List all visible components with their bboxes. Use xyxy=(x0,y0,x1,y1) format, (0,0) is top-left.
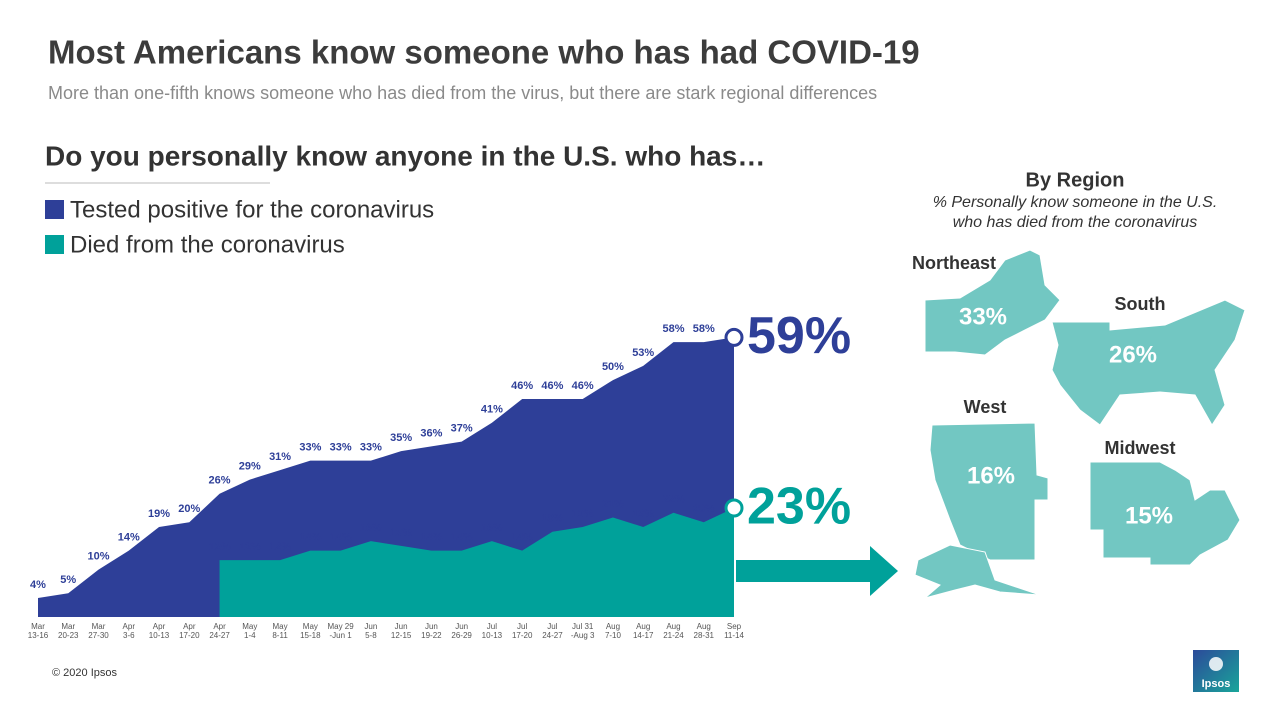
x-tick-label: May 1-4 xyxy=(242,622,258,640)
x-tick-label: Jun 19-22 xyxy=(421,622,442,640)
value-label: 26% xyxy=(209,475,231,487)
value-label: 14% xyxy=(118,532,140,544)
title: Most Americans know someone who has had … xyxy=(48,34,920,71)
value-label: 31% xyxy=(269,451,291,463)
end-marker xyxy=(724,498,744,518)
value-label: 58% xyxy=(693,323,715,335)
x-tick-label: Mar 20-23 xyxy=(58,622,79,640)
value-label: 16% xyxy=(360,522,382,534)
x-tick-label: Sep 11-14 xyxy=(724,622,744,640)
x-tick-label: Jul 24-27 xyxy=(542,622,563,640)
x-tick-label: Jun 5-8 xyxy=(364,622,378,640)
value-label: 53% xyxy=(632,347,654,359)
region-name: Northeast xyxy=(912,253,996,273)
end-marker xyxy=(724,327,744,347)
x-tick-label: Aug 28-31 xyxy=(693,622,714,640)
x-tick-label: Apr 10-13 xyxy=(148,622,170,640)
x-tick-label: Apr 24-27 xyxy=(209,622,230,640)
map-title: By Region xyxy=(1026,169,1125,191)
value-label: 46% xyxy=(541,380,563,392)
region-shape xyxy=(914,544,1041,599)
x-tick-label: May 8-11 xyxy=(272,622,288,640)
end-label: 59% xyxy=(747,307,851,365)
value-label: 14% xyxy=(451,532,473,544)
x-tick-label: May 15-18 xyxy=(300,622,321,640)
legend-swatch xyxy=(45,235,64,254)
value-label: 20% xyxy=(693,503,715,515)
value-label: 10% xyxy=(88,551,110,563)
region-name: South xyxy=(1115,294,1166,314)
x-tick-label: Mar 13-16 xyxy=(27,622,49,640)
region-shape xyxy=(1051,299,1246,426)
x-tick-label: Aug 7-10 xyxy=(604,622,621,640)
x-tick-label: Jul 31 -Aug 3 xyxy=(570,622,595,640)
end-label: 23% xyxy=(747,478,851,536)
value-label: 16% xyxy=(481,522,503,534)
x-tick-label: Mar 27-30 xyxy=(88,622,109,640)
value-label: 5% xyxy=(60,574,76,586)
region-shape xyxy=(929,422,1049,561)
arrow-shaft xyxy=(736,560,872,582)
logo-text: Ipsos xyxy=(1202,678,1231,690)
value-label: 12% xyxy=(269,541,291,553)
value-label: 19% xyxy=(572,508,594,520)
value-label: 36% xyxy=(420,427,442,439)
x-tick-label: Jun 12-15 xyxy=(390,622,412,640)
value-label: 14% xyxy=(330,532,352,544)
x-tick-label: Apr 17-20 xyxy=(179,622,200,640)
value-label: 14% xyxy=(299,532,321,544)
value-label: 37% xyxy=(451,423,473,435)
value-label: 41% xyxy=(481,404,503,416)
value-label: 14% xyxy=(420,532,442,544)
value-label: 50% xyxy=(602,361,624,373)
x-tick-label: Jul 17-20 xyxy=(511,622,533,640)
value-label: 19% xyxy=(632,508,654,520)
value-label: 46% xyxy=(572,380,594,392)
value-label: 35% xyxy=(390,432,412,444)
value-label: 14% xyxy=(511,532,533,544)
legend-label: Died from the coronavirus xyxy=(70,231,345,258)
x-tick-label: Jun 26-29 xyxy=(451,622,472,640)
copyright: © 2020 Ipsos xyxy=(52,667,117,679)
value-label: 18% xyxy=(541,513,563,525)
x-tick-label: May 29 -Jun 1 xyxy=(327,622,354,640)
x-tick-label: Apr 3-6 xyxy=(122,622,135,640)
value-label: 33% xyxy=(360,442,382,454)
region-name: Midwest xyxy=(1104,438,1175,458)
logo-mark xyxy=(1209,657,1223,671)
x-tick-label: Aug 14-17 xyxy=(632,622,654,640)
region-shape xyxy=(924,249,1061,356)
map-subtitle: % Personally know someone in the U.S. wh… xyxy=(932,194,1218,231)
value-label: 12% xyxy=(209,541,231,553)
question: Do you personally know anyone in the U.S… xyxy=(45,140,765,171)
value-label: 33% xyxy=(330,442,352,454)
value-label: 12% xyxy=(239,541,261,553)
region-value: 16% xyxy=(967,462,1015,489)
value-label: 19% xyxy=(148,508,170,520)
region-value: 15% xyxy=(1125,502,1173,529)
value-label: 21% xyxy=(602,498,624,510)
value-label: 15% xyxy=(390,527,412,539)
value-label: 20% xyxy=(178,503,200,515)
value-label: 58% xyxy=(662,323,684,335)
value-label: 29% xyxy=(239,460,261,472)
value-label: 33% xyxy=(299,442,321,454)
value-label: 4% xyxy=(30,579,46,591)
region-shape xyxy=(1089,461,1241,566)
x-tick-label: Jul 10-13 xyxy=(481,622,503,640)
subtitle: More than one-fifth knows someone who ha… xyxy=(48,83,877,103)
value-label: 22% xyxy=(662,494,684,506)
legend-label: Tested positive for the coronavirus xyxy=(70,196,434,223)
value-label: 46% xyxy=(511,380,533,392)
region-name: West xyxy=(964,397,1007,417)
region-value: 26% xyxy=(1109,341,1157,368)
region-value: 33% xyxy=(959,303,1007,330)
arrow-head xyxy=(870,546,898,596)
area xyxy=(219,508,735,617)
legend-swatch xyxy=(45,200,64,219)
x-tick-label: Aug 21-24 xyxy=(663,622,684,640)
